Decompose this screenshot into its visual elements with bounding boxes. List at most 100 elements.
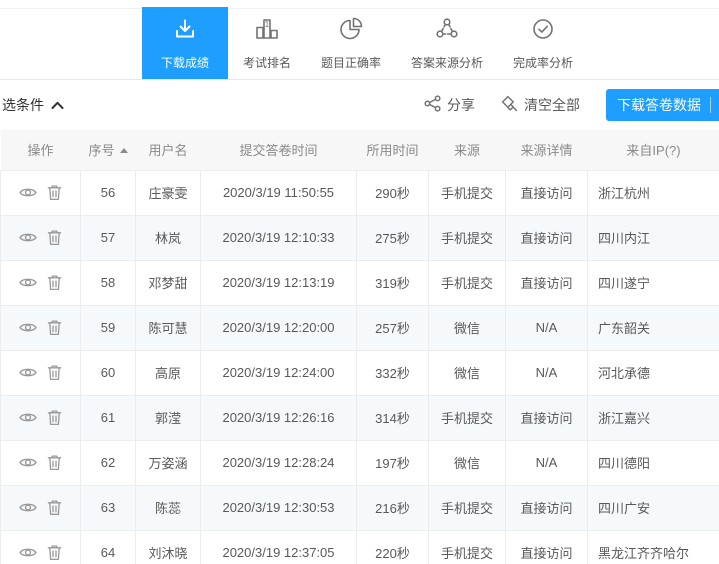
source-cell: 手机提交: [428, 169, 506, 216]
duration-cell: 290秒: [356, 169, 429, 216]
filter-collapse-toggle[interactable]: 选条件: [2, 95, 64, 115]
duration-cell: 275秒: [356, 214, 429, 261]
action-buttons: 分享 清空全部 下载答卷数据: [424, 89, 719, 121]
action-bar: 选条件 分享: [0, 80, 719, 130]
delete-trash-icon[interactable]: [47, 409, 62, 426]
submit-time-cell: 2020/3/19 12:20:00: [200, 304, 357, 351]
row-actions-cell: [0, 349, 81, 396]
source-cell: 微信: [428, 304, 506, 351]
duration-cell: 220秒: [356, 529, 429, 564]
download-answers-button[interactable]: 下载答卷数据: [606, 89, 719, 121]
results-table-body: 56 庄豪雯 2020/3/19 11:50:55 290秒 手机提交 直接访问 浙江杭州 5…: [0, 169, 719, 564]
duration-cell: 257秒: [356, 304, 429, 351]
submit-time-cell: 2020/3/19 12:10:33: [200, 214, 357, 261]
seq-cell: 64: [80, 529, 136, 564]
view-eye-icon[interactable]: [19, 276, 37, 289]
delete-trash-icon[interactable]: [47, 544, 62, 561]
button-divider: [710, 97, 711, 113]
clear-diamonds-icon: [501, 95, 518, 115]
source-detail-cell: 直接访问: [505, 169, 588, 216]
username-cell: 邓梦甜: [135, 259, 201, 306]
delete-trash-icon[interactable]: [47, 364, 62, 381]
col-header-submit-time: 提交答卷时间: [200, 130, 357, 170]
source-cell: 手机提交: [428, 529, 506, 564]
analysis-tabbar: 下载成绩 1 考试排名 题目正确率: [0, 0, 719, 80]
col-header-source-detail: 来源详情: [505, 130, 588, 170]
ip-location-cell: 四川内江: [587, 214, 719, 261]
submit-time-cell: 2020/3/19 12:13:19: [200, 259, 357, 306]
results-table: 操作 序号 用户名 提交答卷时间 所用时间 来源 来源详情 来自IP(?) 56…: [0, 130, 719, 564]
view-eye-icon[interactable]: [19, 501, 37, 514]
seq-cell: 61: [80, 394, 136, 441]
share-button[interactable]: 分享: [424, 95, 475, 115]
delete-trash-icon[interactable]: [47, 499, 62, 516]
col-header-username: 用户名: [135, 130, 201, 170]
share-nodes-icon: [424, 95, 441, 115]
col-header-seq[interactable]: 序号: [80, 130, 136, 170]
table-row: 62 万姿涵 2020/3/19 12:28:24 197秒 微信 N/A 四川德阳: [0, 439, 719, 486]
row-actions-cell: [0, 484, 81, 531]
ip-location-cell: 广东韶关: [587, 304, 719, 351]
results-table-header: 操作 序号 用户名 提交答卷时间 所用时间 来源 来源详情 来自IP(?): [0, 130, 719, 170]
source-cell: 手机提交: [428, 394, 506, 441]
delete-trash-icon[interactable]: [47, 454, 62, 471]
view-eye-icon[interactable]: [19, 366, 37, 379]
row-actions-cell: [0, 529, 81, 564]
seq-cell: 63: [80, 484, 136, 531]
source-detail-cell: 直接访问: [505, 529, 588, 564]
share-label: 分享: [447, 97, 475, 113]
delete-trash-icon[interactable]: [47, 319, 62, 336]
source-detail-cell: N/A: [505, 349, 588, 396]
duration-cell: 332秒: [356, 349, 429, 396]
submit-time-cell: 2020/3/19 12:24:00: [200, 349, 357, 396]
submit-time-cell: 2020/3/19 12:30:53: [200, 484, 357, 531]
row-actions-cell: [0, 259, 81, 306]
duration-cell: 319秒: [356, 259, 429, 306]
ranking-bars-icon: 1: [254, 16, 280, 47]
source-detail-cell: N/A: [505, 304, 588, 351]
tab-question-accuracy[interactable]: 题目正确率: [306, 7, 396, 79]
table-row: 59 陈可慧 2020/3/19 12:20:00 257秒 微信 N/A 广东韶关: [0, 304, 719, 351]
row-actions-cell: [0, 304, 81, 351]
table-row: 60 高原 2020/3/19 12:24:00 332秒 微信 N/A 河北承德: [0, 349, 719, 396]
view-eye-icon[interactable]: [19, 186, 37, 199]
submit-time-cell: 2020/3/19 12:37:05: [200, 529, 357, 564]
seq-cell: 60: [80, 349, 136, 396]
ip-location-cell: 黑龙江齐齐哈尔: [587, 529, 719, 564]
tab-label: 答案来源分析: [411, 55, 484, 70]
tab-completion-rate-analysis[interactable]: 完成率分析: [498, 7, 588, 79]
ip-location-cell: 浙江杭州: [587, 169, 719, 216]
tab-download-scores[interactable]: 下载成绩: [142, 7, 228, 79]
sort-asc-icon: [119, 148, 128, 154]
tab-exam-ranking[interactable]: 1 考试排名: [228, 7, 306, 79]
seq-cell: 59: [80, 304, 136, 351]
chevron-up-icon: [51, 97, 64, 113]
delete-trash-icon[interactable]: [47, 229, 62, 246]
submit-time-cell: 2020/3/19 11:50:55: [200, 169, 357, 216]
seq-cell: 58: [80, 259, 136, 306]
view-eye-icon[interactable]: [19, 546, 37, 559]
submit-time-cell: 2020/3/19 12:26:16: [200, 394, 357, 441]
source-cell: 手机提交: [428, 484, 506, 531]
filter-label: 选条件: [2, 97, 44, 113]
table-row: 56 庄豪雯 2020/3/19 11:50:55 290秒 手机提交 直接访问 浙江杭州: [0, 169, 719, 216]
ip-location-cell: 四川广安: [587, 484, 719, 531]
view-eye-icon[interactable]: [19, 411, 37, 424]
username-cell: 万姿涵: [135, 439, 201, 486]
download-answers-label: 下载答卷数据: [617, 97, 701, 113]
delete-trash-icon[interactable]: [47, 274, 62, 291]
submit-time-cell: 2020/3/19 12:28:24: [200, 439, 357, 486]
view-eye-icon[interactable]: [19, 456, 37, 469]
view-eye-icon[interactable]: [19, 321, 37, 334]
source-detail-cell: 直接访问: [505, 484, 588, 531]
duration-cell: 197秒: [356, 439, 429, 486]
source-detail-cell: 直接访问: [505, 214, 588, 261]
col-header-actions: 操作: [0, 130, 81, 170]
tab-label: 下载成绩: [160, 55, 209, 70]
source-cell: 手机提交: [428, 214, 506, 261]
tab-answer-source-analysis[interactable]: 答案来源分析: [396, 7, 498, 79]
delete-trash-icon[interactable]: [47, 184, 62, 201]
username-cell: 陈蕊: [135, 484, 201, 531]
view-eye-icon[interactable]: [19, 231, 37, 244]
clear-all-button[interactable]: 清空全部: [501, 95, 580, 115]
